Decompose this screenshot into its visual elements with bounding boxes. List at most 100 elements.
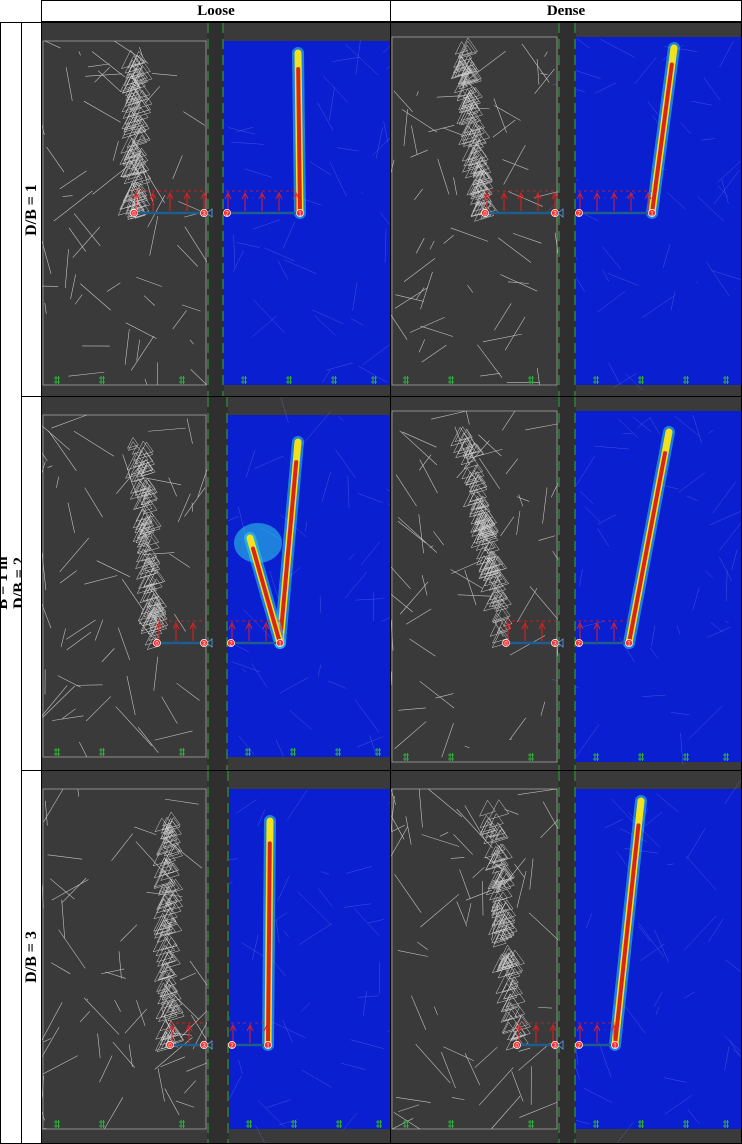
contour-mesh-edge [686, 828, 706, 859]
contour-mesh-edge [322, 369, 331, 383]
mesh-triangle [479, 557, 501, 579]
mesh-edge [42, 125, 45, 136]
mesh-edge [186, 1062, 208, 1072]
node-marker [575, 1041, 583, 1049]
mesh-triangle [129, 97, 141, 109]
mesh-edge [421, 834, 460, 847]
contour-mesh-edge [625, 373, 643, 391]
mesh-edge [502, 159, 529, 170]
mesh-triangle [127, 144, 141, 159]
contour-mesh-edge [280, 677, 309, 694]
refined-mesh-zone [117, 49, 153, 220]
contour-mesh-edge [327, 680, 347, 689]
mesh-triangle [493, 867, 512, 886]
mesh-edge [75, 684, 103, 686]
mesh-edge [83, 997, 120, 1035]
contour-mesh-edge [721, 179, 729, 204]
band-core [650, 62, 674, 215]
load-arrow-head [517, 191, 525, 200]
contour-mesh-edge [317, 664, 322, 677]
mesh-edge [184, 1080, 196, 1094]
mesh-triangle [472, 118, 485, 132]
fixed-support-marker [638, 376, 644, 384]
mesh-edge [148, 427, 186, 432]
contour-mesh-edge [358, 365, 388, 383]
load-arrow-head [500, 191, 508, 200]
mesh-triangle [504, 1001, 515, 1012]
mesh-edge [120, 924, 138, 942]
mesh-edge [534, 68, 555, 94]
mesh-triangle [166, 816, 181, 832]
mesh-triangle [149, 554, 160, 565]
node-1: 1 [625, 639, 633, 648]
load-arrow-head [258, 191, 266, 200]
mesh-edge [94, 619, 104, 641]
contour-mesh-edge [337, 147, 360, 152]
shear-band-main [274, 436, 304, 649]
mesh-edge [124, 1008, 148, 1034]
row-label-db2 [21, 396, 42, 771]
mesh-triangle [475, 180, 489, 194]
contour-mesh-edge [314, 315, 336, 336]
mesh-triangle [157, 893, 173, 909]
mesh-edge [42, 1111, 45, 1121]
mesh-triangle [161, 949, 177, 966]
mesh-edge [540, 819, 559, 839]
mesh-triangle [139, 441, 154, 457]
mesh-triangle [134, 450, 149, 465]
fixed-support-marker [54, 748, 60, 756]
mesh-edge [493, 98, 507, 133]
mesh-triangle [470, 200, 487, 217]
mesh-edge [83, 100, 121, 123]
footing-right [229, 1022, 271, 1047]
mesh-edge [177, 493, 191, 522]
node-2: 2 [575, 639, 583, 648]
mesh-triangle [468, 86, 483, 102]
mesh-edge [85, 696, 112, 722]
mesh-triangle [150, 556, 161, 567]
mesh-triangle [152, 933, 172, 953]
mesh-edge [130, 335, 155, 371]
mesh-edge [514, 863, 525, 878]
mesh-triangle [134, 476, 152, 494]
node-2: 2 [575, 1041, 583, 1050]
mesh-edge [429, 240, 435, 250]
mesh-edge [186, 418, 193, 444]
fixed-support-marker [638, 753, 644, 761]
contour-mesh-edge [356, 736, 383, 748]
mesh-triangle [473, 201, 495, 222]
mesh-edge [147, 194, 166, 228]
node-2: 2 [228, 1041, 236, 1050]
mesh-triangle [158, 857, 178, 877]
mesh-edge [91, 51, 125, 78]
mesh-edge [147, 175, 165, 203]
mesh-triangle [456, 89, 469, 102]
mesh-triangle [470, 185, 481, 196]
contour-mesh-edge [267, 1099, 292, 1108]
contour-mesh-edge [258, 1100, 286, 1128]
mesh-triangle [456, 105, 475, 124]
footing-right [228, 620, 280, 645]
mesh-triangle [130, 81, 151, 101]
mesh-edge [42, 884, 44, 909]
mesh-triangle [496, 843, 506, 853]
mesh-triangle [136, 468, 146, 478]
mesh-and-contour-db1-loose: 0 3 2 1 [42, 23, 390, 396]
mesh-triangle [161, 811, 181, 831]
column-header-loose-label: Loose [197, 2, 235, 19]
mesh-edge [453, 834, 473, 855]
mesh-triangle [494, 573, 507, 587]
mesh-edge [62, 195, 73, 197]
band-core [251, 546, 282, 645]
load-arrow-head [576, 191, 584, 200]
mesh-triangle [139, 582, 160, 604]
contour-mesh-edge [271, 1021, 306, 1039]
mesh-triangle [499, 925, 515, 940]
node-marker [625, 639, 633, 647]
load-arrow-head [549, 1023, 557, 1032]
node-label: 2 [577, 642, 581, 648]
mesh-edge [528, 912, 559, 940]
load-arrow-head [483, 191, 491, 200]
interface-marker [557, 208, 564, 218]
mesh-triangle [119, 144, 140, 165]
